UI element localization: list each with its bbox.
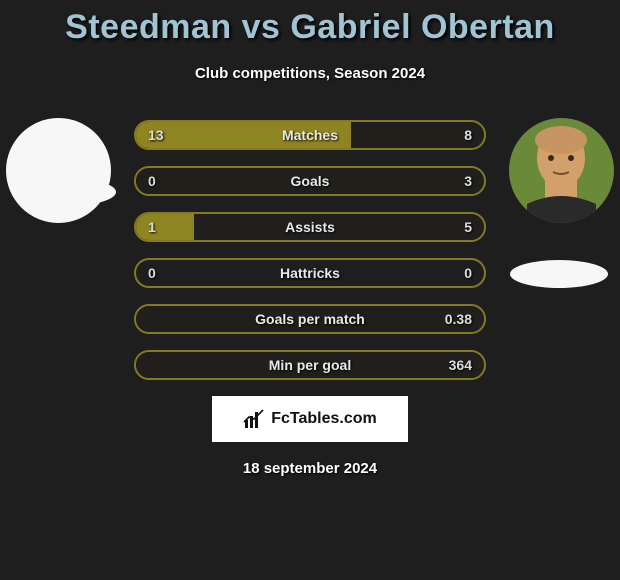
- player-right-portrait-icon: [509, 118, 614, 223]
- stat-value-right: 0.38: [445, 306, 472, 332]
- player-left-shadow: [18, 178, 116, 206]
- stat-row: 1Assists5: [134, 212, 486, 242]
- stat-row: 0Goals3: [134, 166, 486, 196]
- comparison-card: Steedman vs Gabriel Obertan Club competi…: [0, 0, 620, 580]
- date: 18 september 2024: [0, 460, 620, 477]
- stat-value-right: 3: [464, 168, 472, 194]
- stat-value-right: 364: [449, 352, 472, 378]
- stat-label: Goals per match: [136, 306, 484, 332]
- logo-box: FcTables.com: [212, 396, 408, 442]
- stat-value-right: 5: [464, 214, 472, 240]
- player-right-shadow: [510, 260, 608, 288]
- stat-label: Matches: [136, 122, 484, 148]
- player-left-avatar: [6, 118, 111, 223]
- stat-row: Goals per match0.38: [134, 304, 486, 334]
- logo-icon: [243, 408, 265, 430]
- page-title: Steedman vs Gabriel Obertan: [0, 8, 620, 47]
- player-right-avatar: [509, 118, 614, 223]
- stat-row: Min per goal364: [134, 350, 486, 380]
- stat-label: Hattricks: [136, 260, 484, 286]
- subtitle: Club competitions, Season 2024: [0, 65, 620, 82]
- stat-label: Goals: [136, 168, 484, 194]
- stat-value-right: 8: [464, 122, 472, 148]
- logo-text: FcTables.com: [271, 410, 377, 428]
- stat-row: 13Matches8: [134, 120, 486, 150]
- stat-row: 0Hattricks0: [134, 258, 486, 288]
- stat-value-right: 0: [464, 260, 472, 286]
- stat-label: Min per goal: [136, 352, 484, 378]
- stat-bars: 13Matches80Goals31Assists50Hattricks0Goa…: [134, 120, 486, 380]
- stat-label: Assists: [136, 214, 484, 240]
